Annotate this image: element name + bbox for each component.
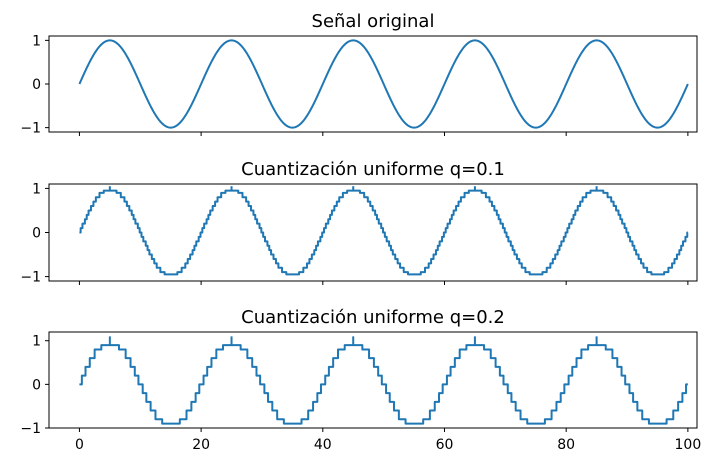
subplot-1-series-line	[78, 39, 689, 129]
subplot-2-frame	[48, 183, 698, 282]
subplot-2-ytick-label-2: 0	[32, 226, 41, 242]
subplot-3-frame	[48, 331, 698, 429]
subplot-3-xtick-label-1: 0	[75, 437, 84, 453]
subplot-3-xtick-label-5: 80	[557, 437, 575, 453]
subplot-3-xtick-label-3: 40	[314, 437, 332, 453]
subplot-3-xtick-label-6: 100	[675, 437, 702, 453]
subplot-3-xtick-label-4: 60	[436, 437, 454, 453]
subplot-1-title: Señal original	[312, 11, 435, 32]
subplot-2-series-line	[79, 189, 689, 276]
subplot-3-series-line	[79, 344, 689, 425]
subplot-3-title: Cuantización uniforme q=0.2	[241, 307, 505, 328]
subplot-1-frame	[48, 35, 698, 133]
subplot-2-title: Cuantización uniforme q=0.1	[241, 159, 505, 180]
subplot-3-ytick-label-2: 0	[32, 377, 41, 393]
subplot-1-ytick-label-3: 1	[32, 33, 41, 49]
subplot-1: Señal original −1 0 1	[20, 11, 698, 137]
subplot-2-ytick-label-1: −1	[20, 270, 41, 286]
subplot-2: Cuantización uniforme q=0.1 −1 0 1	[20, 159, 698, 286]
subplot-3-xtick-label-2: 20	[192, 437, 210, 453]
subplot-2-ytick-label-3: 1	[32, 181, 41, 197]
subplot-3-ytick-label-1: −1	[20, 421, 41, 437]
subplot-1-ytick-label-1: −1	[20, 121, 41, 137]
subplot-1-ytick-label-2: 0	[32, 77, 41, 93]
subplot-3-ytick-label-3: 1	[32, 334, 41, 350]
